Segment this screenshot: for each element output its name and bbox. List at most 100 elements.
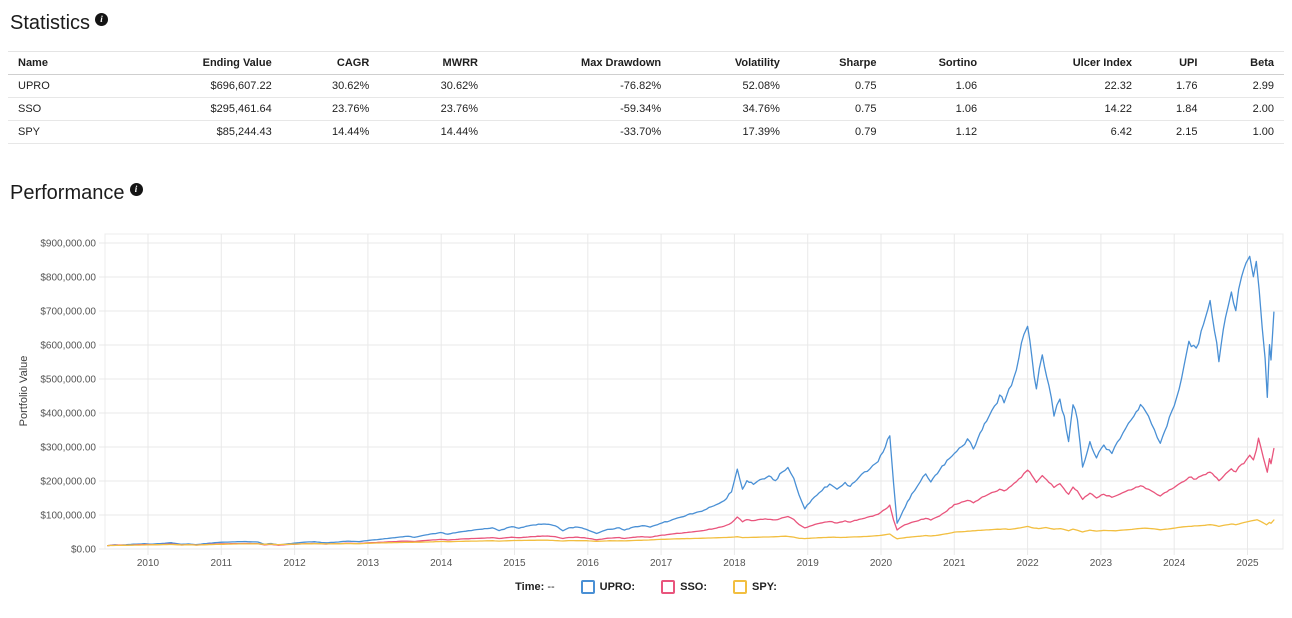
statistics-heading: Statistics i (10, 12, 1292, 35)
table-cell: 1.06 (886, 74, 988, 98)
x-tick-label: 2019 (797, 558, 820, 569)
table-cell: 30.62% (281, 74, 380, 98)
x-tick-label: 2010 (137, 558, 160, 569)
table-cell: -76.82% (487, 74, 672, 98)
table-cell: $85,244.43 (189, 120, 282, 144)
legend-items: UPRO: SSO: SPY: (580, 580, 777, 594)
legend-time-value: -- (547, 581, 555, 593)
performance-title: Performance (10, 182, 125, 204)
series-line-sso (107, 437, 1275, 547)
table-row: UPRO $696,607.22 30.62% 30.62% -76.82% 52.08%… (8, 74, 1284, 98)
table-header-cell: Max Drawdown (487, 51, 672, 75)
table-cell: 23.76% (379, 97, 488, 121)
y-tick-label: $0.00 (71, 545, 96, 556)
x-tick-label: 2016 (577, 558, 600, 569)
table-cell: UPRO (8, 74, 190, 98)
x-tick-label: 2024 (1163, 558, 1186, 569)
x-tick-label: 2011 (211, 558, 233, 569)
x-tick-label: 2012 (283, 558, 306, 569)
legend-swatch (661, 580, 676, 594)
table-cell: 1.06 (886, 97, 988, 121)
y-axis-label: Portfolio Value (18, 356, 30, 427)
statistics-info-icon[interactable]: i (95, 13, 109, 26)
x-tick-label: 2018 (723, 558, 746, 569)
x-tick-label: 2020 (870, 558, 893, 569)
table-header-cell: Sharpe (789, 51, 887, 75)
x-tick-label: 2023 (1090, 558, 1113, 569)
x-tick-label: 2025 (1236, 558, 1259, 569)
performance-chart[interactable]: $0.00 $100,000.00 $200,000.00 $300,000.00 $4… (0, 224, 1292, 572)
y-tick-label: $500,000.00 (40, 375, 96, 386)
table-cell: 2.15 (1142, 120, 1208, 144)
y-tick-label: $600,000.00 (40, 341, 96, 352)
y-tick-label: $300,000.00 (40, 443, 96, 454)
table-row: SSO $295,461.64 23.76% 23.76% -59.34% 34.76% 0… (8, 97, 1284, 121)
table-cell: 14.22 (987, 97, 1143, 121)
statistics-title: Statistics (10, 12, 91, 34)
table-cell: 1.76 (1142, 74, 1208, 98)
x-tick-label: 2015 (503, 558, 526, 569)
x-tick-label: 2022 (1016, 558, 1039, 569)
y-tick-label: $200,000.00 (40, 477, 96, 488)
x-tick-label: 2017 (650, 558, 673, 569)
table-header-cell: Beta (1207, 51, 1284, 75)
table-header-cell: Volatility (671, 51, 790, 75)
x-tick-label: 2021 (943, 558, 966, 569)
table-cell: 1.84 (1142, 97, 1208, 121)
table-cell: 22.32 (987, 74, 1143, 98)
table-cell: 52.08% (671, 74, 790, 98)
legend-time-label: Time: (515, 581, 545, 593)
table-cell: 6.42 (987, 120, 1143, 144)
legend-swatch (580, 580, 595, 594)
chart-grid (99, 233, 1284, 555)
y-tick-label: $900,000.00 (40, 239, 96, 250)
legend-time: Time: -- (515, 581, 555, 593)
legend-label: UPRO: (599, 581, 636, 593)
table-cell: 30.62% (379, 74, 488, 98)
table-cell: 17.39% (671, 120, 790, 144)
legend-item-spy[interactable]: SPY: (733, 580, 777, 594)
table-cell: SSO (8, 97, 190, 121)
table-cell: 0.79 (789, 120, 887, 144)
legend-item-upro[interactable]: UPRO: (580, 580, 636, 594)
chart-axes: $0.00 $100,000.00 $200,000.00 $300,000.00 $4… (40, 239, 1259, 570)
table-cell: 1.12 (886, 120, 988, 144)
table-cell: SPY (8, 120, 190, 144)
table-cell: 1.00 (1207, 120, 1284, 144)
table-header-cell: Name (8, 51, 190, 75)
performance-heading: Performance i (10, 182, 1292, 205)
table-cell: 2.99 (1207, 74, 1284, 98)
table-header-cell: MWRR (379, 51, 488, 75)
series-line-upro (107, 255, 1275, 547)
table-header-cell: Ending Value (189, 51, 282, 75)
legend-swatch (733, 580, 748, 594)
table-cell: 0.75 (789, 74, 887, 98)
y-tick-label: $800,000.00 (40, 273, 96, 284)
table-cell: 14.44% (379, 120, 488, 144)
table-cell: -59.34% (487, 97, 672, 121)
performance-chart-container: $0.00 $100,000.00 $200,000.00 $300,000.00 $4… (0, 224, 1292, 594)
chart-series (107, 255, 1275, 547)
table-header-cell: Sortino (886, 51, 988, 75)
table-header-cell: Ulcer Index (987, 51, 1143, 75)
legend-label: SPY: (752, 581, 777, 593)
table-cell: $696,607.22 (189, 74, 282, 98)
x-tick-label: 2014 (430, 558, 453, 569)
statistics-table: Name Ending Value CAGR MWRR Max Drawdown Vola… (8, 51, 1284, 144)
table-cell: 2.00 (1207, 97, 1284, 121)
legend-item-sso[interactable]: SSO: (661, 580, 707, 594)
x-tick-label: 2013 (357, 558, 380, 569)
legend-label: SSO: (680, 581, 708, 593)
chart-legend: Time: -- UPRO: SSO: SPY: (0, 580, 1292, 594)
table-cell: 0.75 (789, 97, 887, 121)
table-cell: $295,461.64 (189, 97, 282, 121)
table-header-row: Name Ending Value CAGR MWRR Max Drawdown Vola… (8, 51, 1284, 75)
table-cell: 34.76% (671, 97, 790, 121)
table-cell: 23.76% (281, 97, 380, 121)
performance-info-icon[interactable]: i (129, 183, 143, 196)
y-tick-label: $700,000.00 (40, 307, 96, 318)
table-header-cell: UPI (1142, 51, 1208, 75)
y-tick-label: $100,000.00 (40, 511, 96, 522)
table-header-cell: CAGR (281, 51, 380, 75)
table-cell: 14.44% (281, 120, 380, 144)
